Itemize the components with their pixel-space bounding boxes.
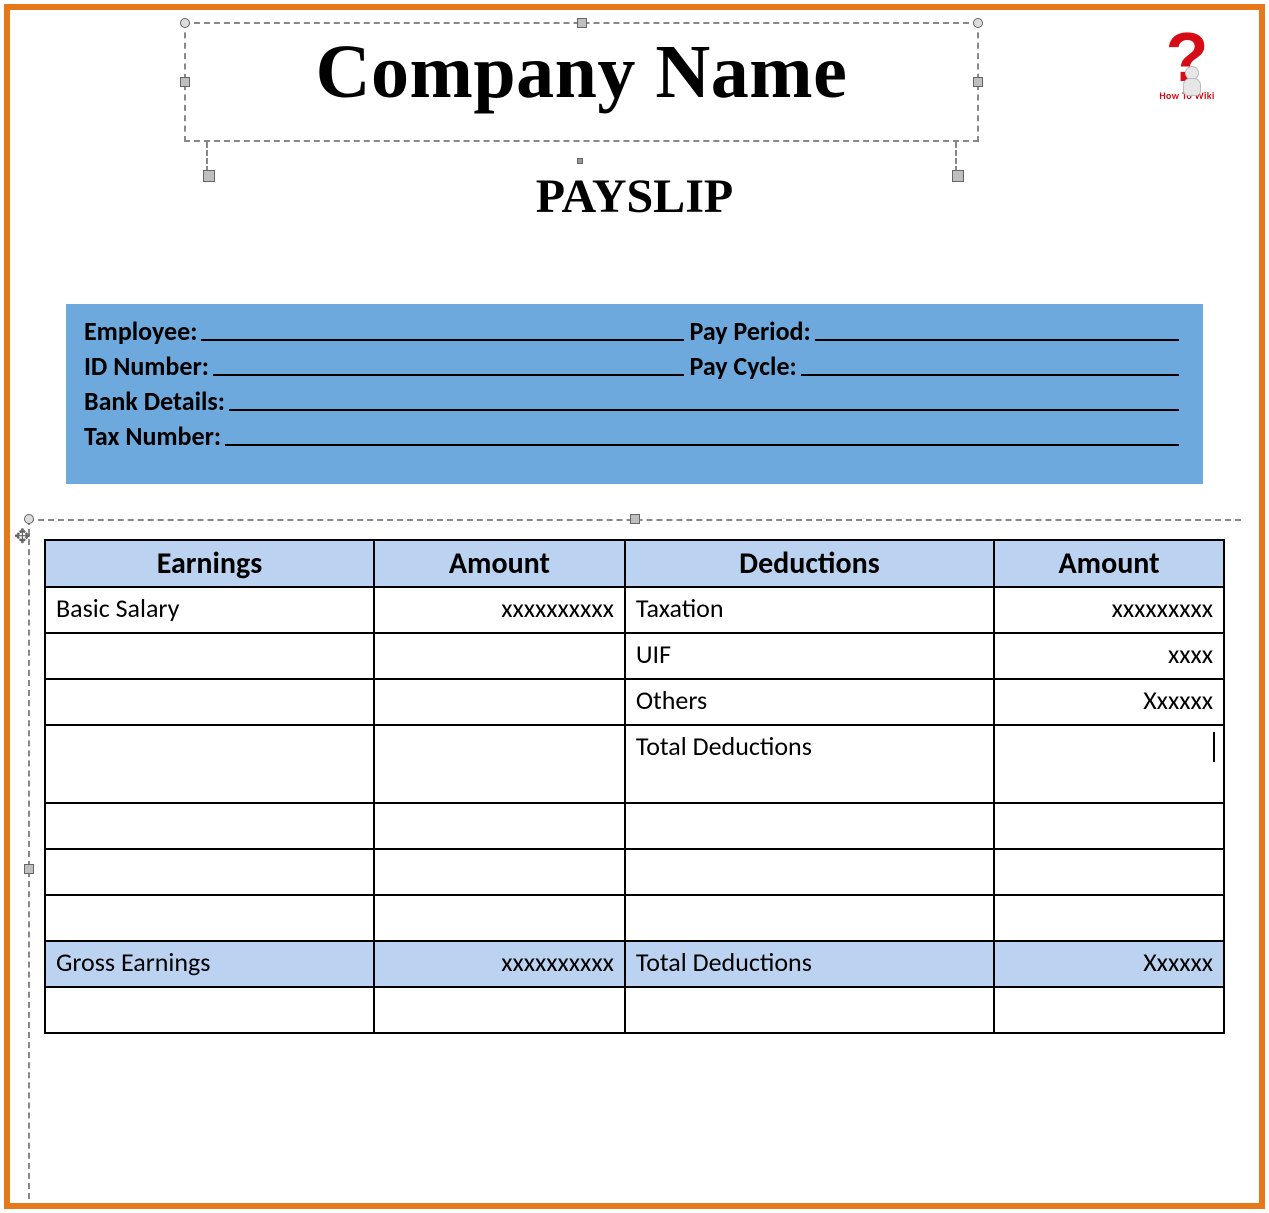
cell-deduction[interactable]: Taxation: [625, 587, 994, 633]
info-row-3: Bank Details:: [84, 384, 1185, 419]
line-tax-number[interactable]: [225, 415, 1179, 446]
cell-deduction-amount[interactable]: [994, 803, 1224, 849]
table-row[interactable]: [45, 849, 1224, 895]
move-cursor-icon[interactable]: ✥: [14, 524, 31, 549]
line-employee[interactable]: [201, 310, 683, 341]
cell-deduction-amount[interactable]: [994, 849, 1224, 895]
label-pay-period: Pay Period:: [690, 314, 811, 349]
table-handle-top-mid[interactable]: [630, 514, 640, 524]
cell-earning[interactable]: [45, 725, 374, 803]
cell-earning-amount[interactable]: xxxxxxxxxx: [374, 587, 625, 633]
cell-total-deductions-amount[interactable]: Xxxxxx: [994, 941, 1224, 987]
resize-handle-mid-left[interactable]: [180, 77, 190, 87]
resize-handle-top-left[interactable]: [180, 18, 190, 28]
cell-gross-earnings-amount[interactable]: xxxxxxxxxx: [374, 941, 625, 987]
table-selection-left-edge[interactable]: [28, 519, 30, 1199]
cell-earning[interactable]: [45, 633, 374, 679]
label-id-number: ID Number:: [84, 349, 209, 384]
cell-earning-amount[interactable]: [374, 987, 625, 1033]
payslip-table[interactable]: Earnings Amount Deductions Amount Basic …: [44, 539, 1225, 1034]
cell-deduction-amount[interactable]: [994, 895, 1224, 941]
cell-deduction-amount[interactable]: xxxx: [994, 633, 1224, 679]
resize-handle-mid-right[interactable]: [973, 77, 983, 87]
resize-stem-right[interactable]: [955, 142, 957, 172]
cell-earning[interactable]: [45, 895, 374, 941]
resize-handle-top-right[interactable]: [973, 18, 983, 28]
cell-earning-amount[interactable]: [374, 725, 625, 803]
company-name-title[interactable]: Company Name: [186, 29, 977, 116]
cell-earning[interactable]: [45, 803, 374, 849]
cell-gross-earnings-label[interactable]: Gross Earnings: [45, 941, 374, 987]
table-handle-top-left[interactable]: [24, 514, 34, 524]
table-row[interactable]: UIF xxxx: [45, 633, 1224, 679]
th-earnings[interactable]: Earnings: [45, 540, 374, 587]
table-row[interactable]: [45, 987, 1224, 1033]
line-pay-cycle[interactable]: [801, 345, 1179, 376]
cell-deduction[interactable]: [625, 849, 994, 895]
table-header-row: Earnings Amount Deductions Amount: [45, 540, 1224, 587]
label-bank-details: Bank Details:: [84, 384, 225, 419]
info-row-2: ID Number: Pay Cycle:: [84, 349, 1185, 384]
cell-earning-amount[interactable]: [374, 679, 625, 725]
document-frame: ? How To Wiki Company Name PAYSLIP Emplo…: [4, 4, 1265, 1209]
employee-info-panel[interactable]: Employee: Pay Period: ID Number: Pay Cyc…: [66, 304, 1203, 484]
cell-earning[interactable]: [45, 849, 374, 895]
table-row[interactable]: [45, 803, 1224, 849]
resize-handle-bottom-mid[interactable]: [577, 158, 583, 164]
table-body: Basic Salary xxxxxxxxxx Taxation xxxxxxx…: [45, 587, 1224, 1033]
person-icon: [1181, 66, 1203, 98]
cell-deduction-amount[interactable]: Xxxxxx: [994, 679, 1224, 725]
table-handle-mid-left[interactable]: [24, 864, 34, 874]
line-pay-period[interactable]: [815, 310, 1179, 341]
cell-deduction[interactable]: UIF: [625, 633, 994, 679]
cell-earning[interactable]: Basic Salary: [45, 587, 374, 633]
cell-earning-amount[interactable]: [374, 633, 625, 679]
resize-stem-left[interactable]: [206, 142, 208, 172]
cell-earning[interactable]: [45, 679, 374, 725]
cell-deduction-amount[interactable]: xxxxxxxxx: [994, 587, 1224, 633]
label-employee: Employee:: [84, 314, 197, 349]
th-amount-2[interactable]: Amount: [994, 540, 1224, 587]
payslip-subtitle: PAYSLIP: [14, 169, 1255, 224]
cell-deduction[interactable]: Total Deductions: [625, 725, 994, 803]
cell-earning-amount[interactable]: [374, 803, 625, 849]
document-canvas[interactable]: ? How To Wiki Company Name PAYSLIP Emplo…: [14, 14, 1255, 1199]
table-row[interactable]: [45, 895, 1224, 941]
cell-deduction[interactable]: [625, 987, 994, 1033]
resize-handle-top-mid[interactable]: [577, 18, 587, 28]
th-deductions[interactable]: Deductions: [625, 540, 994, 587]
info-row-1: Employee: Pay Period:: [84, 314, 1185, 349]
th-amount-1[interactable]: Amount: [374, 540, 625, 587]
cell-deduction[interactable]: [625, 803, 994, 849]
cell-deduction-amount[interactable]: [994, 725, 1224, 803]
title-textbox[interactable]: Company Name: [184, 22, 979, 142]
table-row[interactable]: Others Xxxxxx: [45, 679, 1224, 725]
line-bank-details[interactable]: [229, 380, 1179, 411]
table-row[interactable]: Total Deductions: [45, 725, 1224, 803]
info-row-4: Tax Number:: [84, 419, 1185, 454]
cell-deduction[interactable]: [625, 895, 994, 941]
cell-deduction-amount[interactable]: [994, 987, 1224, 1033]
line-id-number[interactable]: [213, 345, 684, 376]
cell-deduction[interactable]: Others: [625, 679, 994, 725]
cell-earning[interactable]: [45, 987, 374, 1033]
logo-howtowiki: ? How To Wiki: [1137, 26, 1237, 126]
label-tax-number: Tax Number:: [84, 419, 221, 454]
cell-earning-amount[interactable]: [374, 849, 625, 895]
table-totals-row[interactable]: Gross Earnings xxxxxxxxxx Total Deductio…: [45, 941, 1224, 987]
cell-total-deductions-label[interactable]: Total Deductions: [625, 941, 994, 987]
cell-earning-amount[interactable]: [374, 895, 625, 941]
label-pay-cycle: Pay Cycle:: [690, 349, 797, 384]
table-row[interactable]: Basic Salary xxxxxxxxxx Taxation xxxxxxx…: [45, 587, 1224, 633]
